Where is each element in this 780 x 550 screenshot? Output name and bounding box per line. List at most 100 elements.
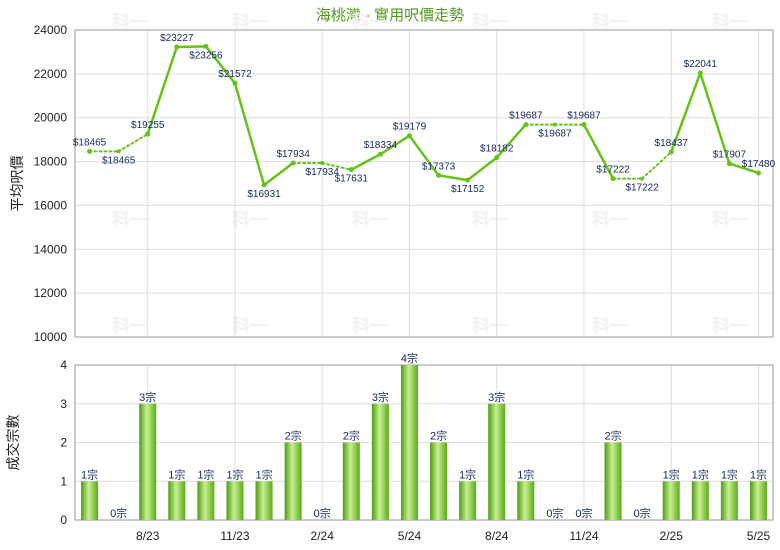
- price-point: [377, 151, 383, 157]
- price-label: $18182: [480, 144, 514, 155]
- x-tick-label: 2/25: [660, 529, 684, 543]
- volume-bar: [749, 481, 767, 520]
- price-label: $17222: [596, 165, 630, 176]
- price-point: [494, 155, 500, 161]
- volume-bar: [168, 481, 186, 520]
- volume-label: 1宗: [750, 467, 767, 481]
- watermark-text: 科一: [592, 209, 628, 230]
- volume-bar: [604, 442, 622, 520]
- price-point: [232, 80, 238, 86]
- watermark-text: 科一: [232, 11, 268, 32]
- watermark-text: 科一: [472, 11, 508, 32]
- price-line-segment: [263, 162, 294, 187]
- price-label: $23256: [189, 50, 223, 61]
- watermark-text: 科一: [712, 209, 748, 230]
- price-line-segment: [350, 153, 381, 171]
- volume-panel: 0 1 2 3 4 8/23 11/23 2/24 5/24 8/24 11/24 2/25 5/25 成…: [5, 351, 774, 543]
- watermark-text: 科一: [712, 315, 748, 336]
- volume-label: 2宗: [285, 429, 302, 443]
- price-label: $22041: [684, 59, 718, 70]
- price-line-segment: [117, 133, 149, 153]
- volume-label: 3宗: [372, 390, 389, 404]
- y-tick-label: 3: [60, 397, 67, 411]
- price-line-segment: [699, 72, 731, 164]
- volume-label: 1宗: [459, 467, 476, 481]
- watermark-text: 科一: [352, 11, 388, 32]
- price-point: [320, 161, 325, 166]
- price-line-segment: [670, 72, 702, 153]
- price-point: [348, 167, 354, 173]
- price-line-segment: [408, 134, 440, 177]
- price-point: [290, 160, 296, 166]
- x-tick-label: 11/23: [220, 529, 249, 543]
- x-tick-label: 8/23: [136, 529, 160, 543]
- volume-bar: [430, 442, 448, 520]
- volume-label: 1宗: [197, 467, 214, 481]
- volume-label: 1宗: [517, 467, 534, 481]
- y-axis-title: 成交宗數: [5, 415, 21, 471]
- plot-frame: [74, 364, 774, 521]
- y-tick-label: 16000: [34, 198, 68, 212]
- price-panel: 10000 12000 14000 16000 18000 20000 22000 24000…: [9, 23, 776, 344]
- price-label: $23227: [160, 33, 194, 44]
- volume-bar: [342, 442, 360, 520]
- y-tick-label: 10000: [34, 330, 68, 344]
- volume-bar: [517, 481, 535, 520]
- x-tick-label: 11/24: [569, 529, 598, 543]
- price-point: [203, 43, 209, 49]
- watermark-text: 科一: [232, 209, 268, 230]
- price-label: $17631: [335, 174, 369, 185]
- volume-label: 0宗: [314, 506, 331, 520]
- price-point: [87, 148, 93, 154]
- y-tick-label: 2: [60, 436, 67, 450]
- price-line-segment: [233, 82, 266, 186]
- chart-title: 海桃灣 - 實用呎價走勢: [316, 6, 464, 24]
- volume-label: 2宗: [604, 429, 621, 443]
- price-point: [755, 170, 761, 176]
- price-line-segment: [321, 162, 353, 171]
- price-label: $18465: [73, 137, 107, 148]
- x-tick-label: 5/24: [398, 529, 422, 543]
- volume-label: 1宗: [226, 467, 243, 481]
- price-point: [640, 176, 645, 181]
- price-point: [436, 172, 442, 178]
- volume-label: 0宗: [110, 506, 127, 520]
- volume-bar: [720, 481, 738, 520]
- price-line-segment: [176, 45, 206, 49]
- volume-bar: [662, 481, 680, 520]
- price-label: $17222: [625, 183, 659, 194]
- price-point: [465, 177, 471, 183]
- volume-label: 4宗: [401, 351, 418, 365]
- price-point: [523, 122, 529, 128]
- volume-label: 1宗: [81, 467, 98, 481]
- price-line-segment: [204, 45, 236, 85]
- price-label: $17152: [451, 184, 485, 195]
- volume-bar: [255, 481, 273, 520]
- watermark-text: 科一: [592, 315, 628, 336]
- price-line-segment: [728, 162, 759, 175]
- price-label: $17480: [742, 159, 776, 170]
- price-point: [174, 44, 180, 50]
- y-tick-label: 0: [60, 513, 67, 527]
- volume-bar: [400, 365, 418, 520]
- watermark-text: 科一: [712, 11, 748, 32]
- price-line-segment: [146, 46, 178, 135]
- y-tick-label: 24000: [34, 23, 68, 37]
- watermark-text: 科一: [592, 11, 628, 32]
- watermark-text: 科一: [112, 315, 148, 336]
- volume-bar: [139, 403, 157, 520]
- y-axis-title: 平均呎價: [9, 156, 25, 212]
- price-line-segment: [438, 174, 468, 182]
- watermark-text: 科一: [352, 209, 388, 230]
- volume-label: 1宗: [721, 467, 738, 481]
- y-tick-label: 20000: [34, 111, 68, 125]
- price-line-segment: [641, 150, 673, 180]
- volume-label: 3宗: [139, 390, 156, 404]
- watermark-text: 科一: [232, 315, 268, 336]
- watermark-text: 科一: [472, 209, 508, 230]
- volume-bar: [226, 481, 244, 520]
- volume-bar: [81, 481, 99, 520]
- volume-label: 1宗: [663, 467, 680, 481]
